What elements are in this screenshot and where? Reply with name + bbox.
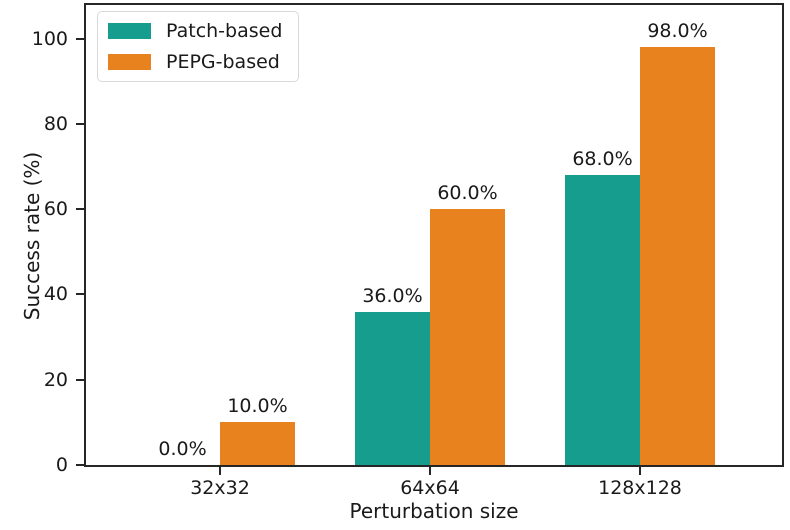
y-tick-label: 20	[43, 368, 68, 391]
bar-value-label: 68.0%	[572, 148, 633, 171]
legend-item-pepg-based: PEPG-based	[108, 51, 282, 73]
x-axis-tick	[219, 467, 221, 475]
bar-value-label: 60.0%	[437, 182, 498, 205]
y-axis-tick	[76, 208, 84, 211]
x-axis-label: Perturbation size	[349, 499, 519, 523]
plot-area	[84, 3, 784, 467]
x-tick-label: 64x64	[400, 477, 460, 499]
x-axis-tick	[639, 467, 641, 475]
bar-value-label: 0.0%	[158, 438, 207, 460]
bar-value-label: 10.0%	[227, 395, 288, 418]
x-axis-tick	[429, 467, 431, 475]
y-axis-tick	[76, 37, 84, 40]
bar-value-label: 36.0%	[362, 284, 423, 307]
legend-swatch-pepg-based-icon	[108, 54, 151, 70]
y-tick-label: 100	[31, 27, 68, 50]
x-tick-label: 128x128	[598, 477, 682, 499]
legend: Patch-based PEPG-based	[97, 11, 300, 82]
bar-pepg-based-128x128	[640, 47, 715, 465]
y-axis-label: Success rate (%)	[20, 151, 44, 321]
y-axis-tick	[76, 293, 84, 296]
y-tick-label: 60	[43, 198, 68, 221]
y-tick-label: 80	[43, 112, 68, 135]
x-tick-label: 32x32	[190, 477, 250, 499]
legend-swatch-patch-based-icon	[108, 23, 151, 39]
legend-label-patch-based: Patch-based	[166, 20, 283, 42]
legend-item-patch-based: Patch-based	[108, 20, 282, 42]
y-tick-label: 0	[55, 454, 68, 476]
bar-patch-based-128x128	[565, 175, 640, 465]
y-tick-label: 40	[43, 283, 68, 306]
bar-pepg-based-64x64	[430, 209, 505, 465]
y-axis-tick	[76, 122, 84, 125]
y-axis-tick	[76, 464, 84, 466]
bar-value-label: 98.0%	[647, 20, 708, 43]
y-axis-tick	[76, 378, 84, 381]
bar-patch-based-64x64	[355, 311, 430, 465]
legend-label-pepg-based: PEPG-based	[166, 51, 280, 73]
bar-pepg-based-32x32	[220, 422, 295, 465]
